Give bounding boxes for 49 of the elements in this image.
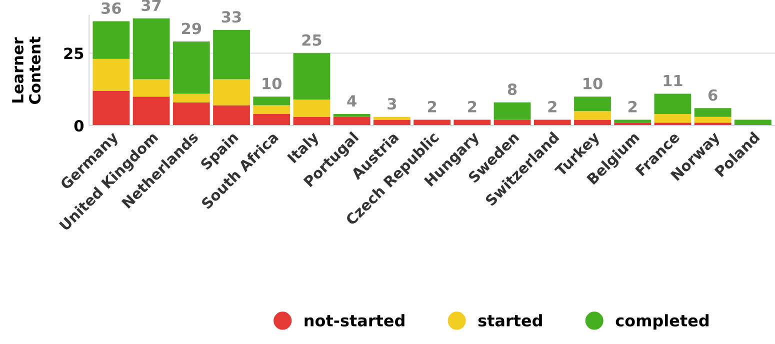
bar [213, 30, 250, 80]
bar [132, 18, 170, 80]
bar [132, 79, 170, 97]
bar [253, 114, 290, 126]
legend-label: completed [616, 314, 709, 330]
legend-label: not-started [304, 314, 404, 327]
bar [92, 21, 130, 59]
y-axis-title: Learner Content [12, 36, 41, 104]
bar [333, 116, 370, 126]
bar [213, 105, 250, 126]
total-label: 8 [508, 84, 517, 96]
bar [253, 96, 290, 106]
total-label: 10 [584, 78, 602, 90]
bar [574, 96, 611, 112]
total-label: 3 [388, 98, 396, 110]
bar [92, 58, 130, 91]
total-label: 2 [468, 100, 476, 112]
total-label: 10 [262, 78, 282, 90]
bar [172, 102, 210, 126]
bar [494, 102, 531, 120]
total-label: 25 [302, 34, 322, 46]
total-label: 29 [182, 22, 202, 34]
bar [333, 114, 370, 117]
total-label: 2 [628, 100, 637, 112]
total-label: 6 [708, 89, 718, 101]
total-label: 4 [347, 95, 356, 106]
bar [132, 96, 170, 126]
bar [213, 79, 250, 106]
bar [374, 116, 410, 120]
bar [293, 99, 330, 117]
total-label: 36 [102, 2, 121, 14]
bar [253, 105, 290, 114]
bar [172, 42, 210, 94]
bar [694, 116, 732, 123]
bar [293, 116, 330, 126]
bar [654, 114, 692, 123]
bar [574, 111, 611, 120]
total-label: 2 [548, 100, 556, 112]
bar [694, 108, 732, 117]
bar [654, 94, 692, 114]
legend-label: started [478, 314, 542, 327]
total-label: 11 [664, 75, 682, 86]
y-tick-label: 0 [74, 120, 84, 132]
total-label: 33 [222, 11, 241, 23]
bar [293, 53, 330, 100]
total-label: 37 [142, 0, 161, 12]
bar [172, 94, 210, 102]
total-label: 2 [428, 100, 436, 112]
bar [92, 90, 130, 126]
